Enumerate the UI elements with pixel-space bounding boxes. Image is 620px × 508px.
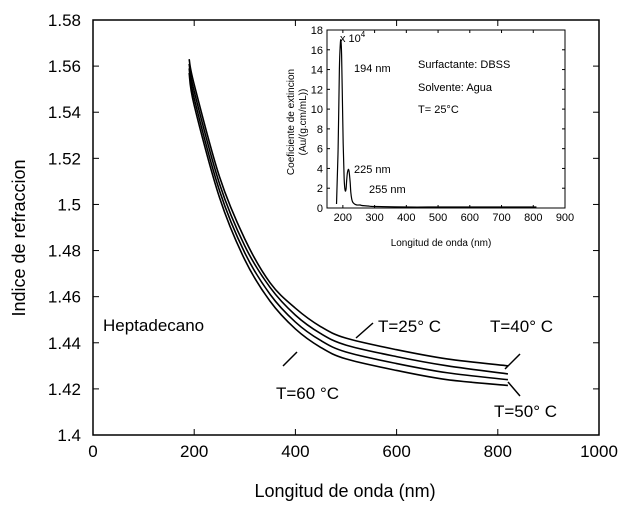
inset-tick-labels: 200 300 400 500 600 700 800 900 0 2 4 6 8 10 12 14 16 18 xyxy=(311,25,574,224)
main-y-tick-label: 1.4 xyxy=(57,426,81,445)
inset-y-tick-label: 2 xyxy=(317,183,323,195)
main-y-tick-label: 1.58 xyxy=(48,11,81,30)
inset-x-tick-label: 600 xyxy=(461,212,479,224)
inset-series-line-1 xyxy=(335,39,537,208)
inset-x-tick-label: 300 xyxy=(365,212,383,224)
inset-y-axis-label-line1: Coeficiente de extincion xyxy=(286,69,297,175)
main-series-group xyxy=(188,59,509,387)
main-x-tick-label: 400 xyxy=(281,442,309,461)
main-y-tick-label: 1.48 xyxy=(48,242,81,261)
main-series-line-3 xyxy=(188,68,509,381)
annotation-arrows xyxy=(282,322,521,397)
inset-y-tick-label: 16 xyxy=(311,45,323,57)
inset-peak-255: 255 nm xyxy=(369,184,406,196)
label-t50: T=50° C xyxy=(494,402,557,421)
main-x-tick-label: 1000 xyxy=(580,442,618,461)
inset-y-tick-label: 18 xyxy=(311,25,323,37)
inset-y-tick-label: 10 xyxy=(311,104,323,116)
main-x-tick-label: 800 xyxy=(484,442,512,461)
inset-y-tick-label: 4 xyxy=(317,163,323,175)
main-y-tick-label: 1.54 xyxy=(48,103,81,122)
main-x-tick-label: 600 xyxy=(382,442,410,461)
inset-series-group xyxy=(335,39,537,208)
inset-peak-194: 194 nm xyxy=(354,63,391,75)
inset-y-axis-label-line2: (Au/(g.cm/mL)) xyxy=(298,89,309,156)
inset-surfactant: Surfactante: DBSS xyxy=(418,59,510,71)
main-y-axis-label: Indice de refraccion xyxy=(9,159,29,316)
label-t40: T=40° C xyxy=(490,317,553,336)
inset-y-tick-label: 14 xyxy=(311,65,323,77)
main-x-tick-label: 0 xyxy=(88,442,97,461)
main-series-line-2 xyxy=(188,63,509,375)
inset-x-tick-label: 900 xyxy=(556,212,574,224)
label-t60: T=60 °C xyxy=(276,384,339,403)
main-series-line-4 xyxy=(188,72,508,387)
inset-x-tick-label: 800 xyxy=(524,212,542,224)
arrow-t60 xyxy=(282,351,298,367)
main-y-tick-label: 1.5 xyxy=(57,195,81,214)
inset-peak-225: 225 nm xyxy=(354,164,391,176)
inset-x-tick-label: 200 xyxy=(334,212,352,224)
inset-y-tick-label: 12 xyxy=(311,84,323,96)
inset-plot-frame xyxy=(326,29,566,209)
inset-x-tick-label: 700 xyxy=(492,212,510,224)
main-x-tick-label: 200 xyxy=(180,442,208,461)
main-y-tick-label: 1.42 xyxy=(48,380,81,399)
inset-solvent: Solvente: Agua xyxy=(418,82,493,94)
inset-axes xyxy=(326,29,566,209)
main-y-tick-label: 1.46 xyxy=(48,288,81,307)
main-plot xyxy=(92,19,600,436)
main-series-line-1 xyxy=(188,59,509,367)
arrow-t25 xyxy=(355,322,374,339)
arrow-t40 xyxy=(504,353,521,370)
inset-y-multiplier: x 104 xyxy=(340,30,366,45)
inset-y-tick-label: 8 xyxy=(317,124,323,136)
main-plot-frame xyxy=(92,19,600,436)
main-x-axis-label: Longitud de onda (nm) xyxy=(254,481,435,501)
label-t25: T=25° C xyxy=(378,317,441,336)
inset-x-tick-label: 400 xyxy=(397,212,415,224)
main-y-tick-label: 1.44 xyxy=(48,334,81,353)
arrow-t50 xyxy=(507,381,521,397)
inset-x-axis-label: Longitud de onda (nm) xyxy=(391,238,492,249)
inset-chart: 200 300 400 500 600 700 800 900024681012141618 … xyxy=(286,25,574,249)
compound-label: Heptadecano xyxy=(103,316,204,335)
main-y-tick-label: 1.52 xyxy=(48,149,81,168)
main-y-tick-label: 1.56 xyxy=(48,57,81,76)
main-tick-labels: 0 200 400 600 800 1000 1.4 1.42 1.44 1.46 1.48 1.5 1… xyxy=(48,11,618,461)
inset-y-tick-label: 0 xyxy=(317,203,323,215)
inset-y-tick-label: 6 xyxy=(317,144,323,156)
inset-x-tick-label: 500 xyxy=(429,212,447,224)
inset-temperature: T= 25°C xyxy=(418,104,459,116)
